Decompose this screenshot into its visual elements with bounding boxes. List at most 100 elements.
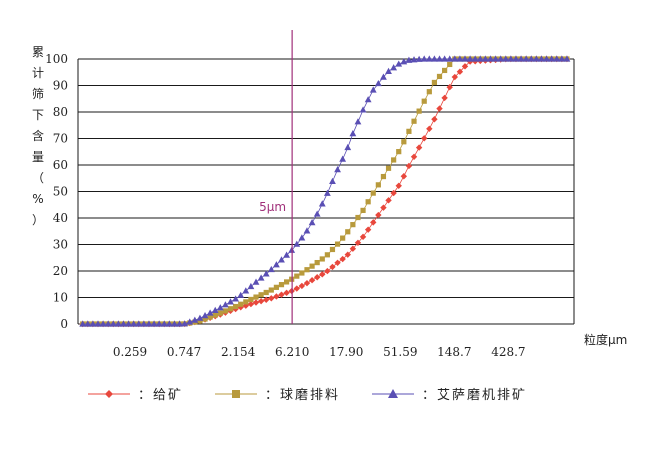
marker-0-60 xyxy=(385,197,392,204)
marker-2-72 xyxy=(446,55,454,62)
y-axis-title-char: 下 xyxy=(32,108,44,122)
marker-1-69 xyxy=(431,79,438,86)
y-tick-label-0: 0 xyxy=(60,317,68,331)
marker-2-55 xyxy=(359,106,367,113)
marker-1-48 xyxy=(324,252,330,258)
legend-item-ballmill: ：球磨排料 xyxy=(213,384,340,403)
marker-2-17 xyxy=(165,320,173,327)
marker-1-66 xyxy=(416,108,422,114)
marker-1-28 xyxy=(222,308,229,314)
marker-1-34 xyxy=(253,294,259,300)
marker-0-70 xyxy=(436,105,443,112)
marker-2-85 xyxy=(512,55,520,62)
marker-1-68 xyxy=(426,89,432,95)
marker-0-45 xyxy=(308,277,316,284)
y-tick-label-60: 60 xyxy=(53,158,68,172)
marker-0-34 xyxy=(252,299,260,306)
y-tick-label-70: 70 xyxy=(53,132,68,146)
marker-2-16 xyxy=(160,320,168,327)
marker-1-44 xyxy=(304,267,310,273)
marker-2-60 xyxy=(385,67,392,74)
marker-1-67 xyxy=(421,98,427,104)
marker-1-38 xyxy=(273,284,279,290)
marker-2-47 xyxy=(318,200,326,207)
marker-0-52 xyxy=(344,251,351,258)
marker-2-9 xyxy=(125,320,132,327)
marker-1-64 xyxy=(406,128,412,134)
marker-2-19 xyxy=(176,320,183,327)
x-axis-title: 粒度μm xyxy=(584,332,627,347)
marker-0-51 xyxy=(339,255,346,263)
marker-2-62 xyxy=(395,60,403,67)
marker-2-66 xyxy=(415,55,423,62)
marker-0-66 xyxy=(415,144,423,151)
marker-2-43 xyxy=(298,234,306,241)
marker-2-88 xyxy=(527,55,535,62)
marker-0-38 xyxy=(273,293,280,300)
marker-1-53 xyxy=(350,222,356,228)
y-axis-title-char: 含 xyxy=(32,128,44,143)
marker-0-53 xyxy=(349,245,357,252)
marker-2-49 xyxy=(329,177,336,184)
marker-2-57 xyxy=(369,86,377,93)
marker-0-57 xyxy=(370,219,377,226)
marker-2-40 xyxy=(283,251,290,258)
reference-label-5um: 5μm xyxy=(259,200,286,214)
y-tick-label-20: 20 xyxy=(53,264,68,278)
marker-0-33 xyxy=(247,300,255,308)
marker-1-62 xyxy=(396,149,402,155)
marker-0-72 xyxy=(446,84,453,91)
marker-2-34 xyxy=(252,278,260,285)
marker-0-48 xyxy=(324,267,331,275)
marker-1-49 xyxy=(329,246,336,253)
axes: 0 10 20 30 40 50 60 70 80 90 100 0.259 0.747 2.154 6.2… xyxy=(45,52,575,359)
marker-2-3 xyxy=(94,320,102,327)
marker-1-52 xyxy=(345,229,351,235)
marker-2-81 xyxy=(492,55,499,62)
marker-2-21 xyxy=(186,318,194,325)
marker-2-91 xyxy=(543,55,550,62)
marker-2-31 xyxy=(237,291,245,298)
legend-marker-ballmill xyxy=(215,389,258,398)
marker-0-69 xyxy=(431,116,438,123)
marker-1-70 xyxy=(436,73,443,80)
marker-0-47 xyxy=(319,271,326,278)
marker-2-52 xyxy=(344,143,352,151)
marker-2-2 xyxy=(89,320,97,327)
marker-1-39 xyxy=(278,282,285,288)
marker-2-12 xyxy=(140,320,148,327)
marker-2-93 xyxy=(553,55,561,62)
marker-1-61 xyxy=(391,157,397,163)
marker-2-4 xyxy=(99,320,107,327)
marker-0-62 xyxy=(395,182,402,189)
marker-1-42 xyxy=(294,273,300,279)
marker-2-1 xyxy=(84,320,92,327)
marker-2-83 xyxy=(502,55,510,62)
marker-0-40 xyxy=(283,289,290,297)
x-tick-label-4: 17.90 xyxy=(329,345,363,359)
legend-label-feed: ：给矿 xyxy=(138,388,184,403)
marker-1-31 xyxy=(238,301,244,307)
y-axis-title-char: % xyxy=(32,192,43,206)
y-tick-label-40: 40 xyxy=(53,211,68,225)
marker-1-65 xyxy=(411,118,417,124)
marker-0-50 xyxy=(334,259,341,267)
series-2 xyxy=(79,55,571,327)
marker-2-10 xyxy=(130,320,138,327)
marker-2-23 xyxy=(196,314,204,321)
marker-2-18 xyxy=(171,320,178,327)
marker-2-50 xyxy=(334,166,341,173)
marker-1-56 xyxy=(365,199,371,205)
marker-2-39 xyxy=(278,256,285,263)
y-axis-title-char: 计 xyxy=(32,66,44,80)
marker-0-73 xyxy=(451,73,459,81)
legend-marker-feed xyxy=(88,389,130,398)
legend-label-ballmill: ：球磨排料 xyxy=(265,388,341,403)
marker-2-29 xyxy=(227,298,234,305)
marker-0-37 xyxy=(268,295,275,302)
marker-2-87 xyxy=(522,55,530,62)
marker-2-74 xyxy=(456,55,464,62)
marker-0-61 xyxy=(390,189,397,197)
marker-2-71 xyxy=(441,55,449,62)
marker-2-76 xyxy=(466,55,474,62)
